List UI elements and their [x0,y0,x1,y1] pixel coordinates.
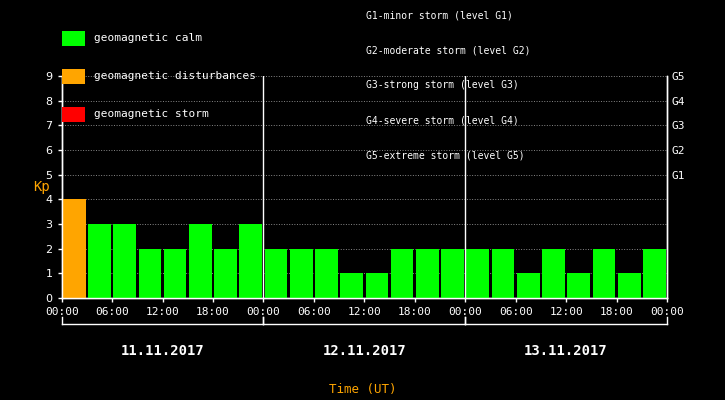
Text: 13.11.2017: 13.11.2017 [524,344,608,358]
Text: G3-strong storm (level G3): G3-strong storm (level G3) [366,80,519,90]
Bar [568,273,590,298]
Bar [365,273,389,298]
Bar [492,249,515,298]
Bar [214,249,237,298]
Bar [164,249,186,298]
Bar [113,224,136,298]
Bar [542,249,565,298]
Bar [517,273,539,298]
Bar [340,273,363,298]
Text: geomagnetic disturbances: geomagnetic disturbances [94,71,255,81]
Text: G2-moderate storm (level G2): G2-moderate storm (level G2) [366,45,531,55]
Text: 11.11.2017: 11.11.2017 [120,344,204,358]
Text: geomagnetic storm: geomagnetic storm [94,110,208,120]
Text: G4-severe storm (level G4): G4-severe storm (level G4) [366,116,519,126]
Bar [265,249,287,298]
Bar [239,224,262,298]
Bar [315,249,338,298]
Bar [442,249,464,298]
Bar [643,249,666,298]
Bar [88,224,111,298]
Bar [466,249,489,298]
Text: G5-extreme storm (level G5): G5-extreme storm (level G5) [366,151,525,161]
Y-axis label: Kp: Kp [33,180,50,194]
Text: geomagnetic calm: geomagnetic calm [94,33,202,43]
Bar [63,199,86,298]
Text: 12.11.2017: 12.11.2017 [323,344,406,358]
Bar [189,224,212,298]
Bar [618,273,640,298]
Bar [138,249,161,298]
Bar [416,249,439,298]
Bar [592,249,616,298]
Bar [290,249,312,298]
Text: Time (UT): Time (UT) [328,383,397,396]
Bar [391,249,413,298]
Text: G1-minor storm (level G1): G1-minor storm (level G1) [366,10,513,20]
